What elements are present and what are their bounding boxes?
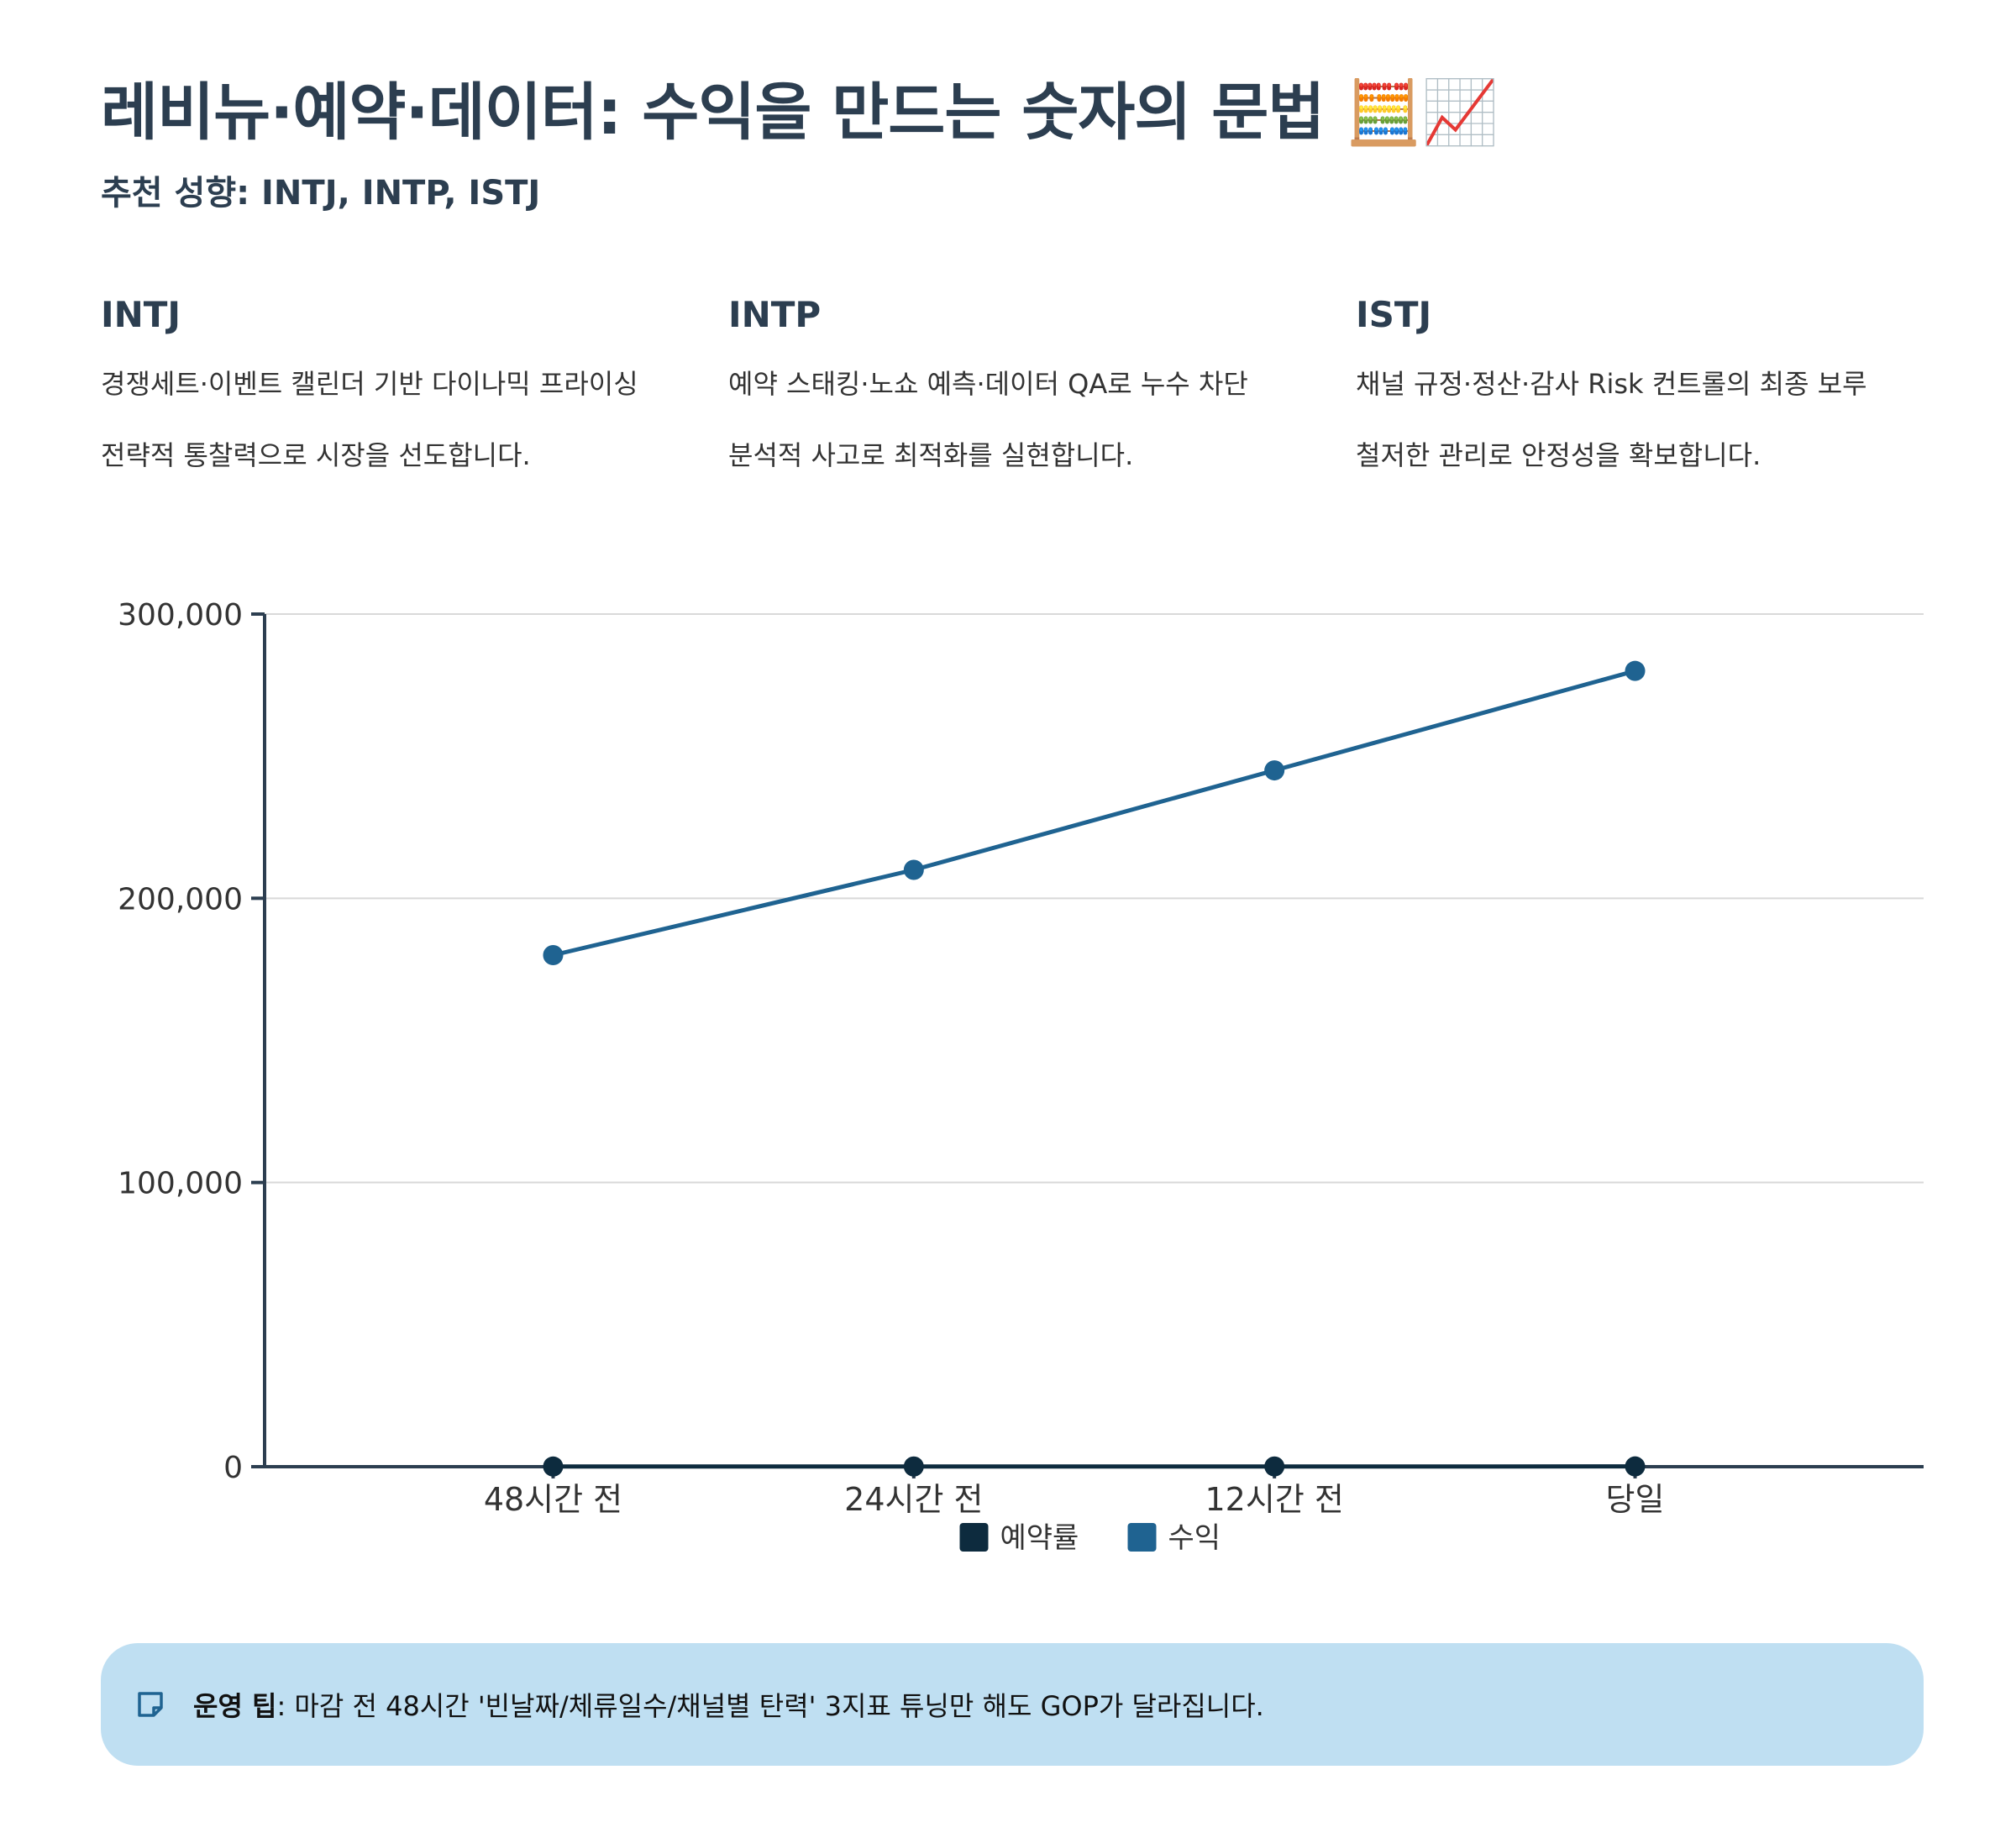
tip-label: 운영 팁 bbox=[193, 1690, 277, 1722]
type-name: INTP bbox=[728, 294, 822, 335]
series-line-1 bbox=[552, 669, 1636, 958]
data-point bbox=[543, 945, 564, 965]
type-name: INTJ bbox=[101, 294, 181, 335]
x-tick-label: 당일 bbox=[1606, 1481, 1665, 1518]
x-tick-label: 12시간 전 bbox=[1205, 1481, 1344, 1518]
x-tick-label: 48시간 전 bbox=[484, 1481, 622, 1518]
type-name: ISTJ bbox=[1356, 294, 1432, 335]
type-description: 경쟁세트·이벤트 캘린더 기반 다이나믹 프라이싱 bbox=[101, 368, 638, 401]
type-note: 전략적 통찰력으로 시장을 선도합니다. bbox=[101, 438, 531, 471]
data-point bbox=[903, 859, 924, 880]
legend-swatch bbox=[959, 1523, 989, 1552]
y-tick-label: 100,000 bbox=[118, 1167, 243, 1201]
y-tick-label: 200,000 bbox=[118, 882, 243, 916]
legend-swatch bbox=[1127, 1523, 1157, 1552]
data-point bbox=[1264, 1456, 1285, 1477]
legend-label: 수익 bbox=[1168, 1521, 1221, 1555]
tip-body: : 마감 전 48시간 '빈날짜/체류일수/채널별 탄력' 3지표 튜닝만 해도… bbox=[276, 1690, 1264, 1722]
legend-label: 예약률 bbox=[1000, 1521, 1079, 1555]
data-point bbox=[1264, 760, 1285, 781]
data-point bbox=[1625, 660, 1646, 681]
data-point bbox=[543, 1456, 564, 1477]
x-tick-label: 24시간 전 bbox=[844, 1481, 983, 1518]
page-subtitle: 추천 성향: INTJ, INTP, ISTJ bbox=[101, 174, 541, 213]
line-chart: 0 100,000 200,000 300,000 48시간 전 24시간 전 12시간 전… bbox=[118, 598, 1924, 1555]
y-tick-label: 0 bbox=[223, 1451, 243, 1485]
data-point bbox=[903, 1456, 924, 1477]
tip-text: 운영 팁: 마감 전 48시간 '빈날짜/체류일수/채널별 탄력' 3지표 튜닝… bbox=[193, 1685, 1264, 1724]
type-description: 채널 규정·정산·감사 Risk 컨트롤의 최종 보루 bbox=[1356, 368, 1867, 401]
tip-box: 운영 팁: 마감 전 48시간 '빈날짜/체류일수/채널별 탄력' 3지표 튜닝… bbox=[101, 1643, 1924, 1766]
type-card-istj: ISTJ 채널 규정·정산·감사 Risk 컨트롤의 최종 보루 철저한 관리로… bbox=[1356, 294, 1919, 503]
data-point bbox=[1625, 1456, 1646, 1477]
type-description: 예약 스태킹·노쇼 예측·데이터 QA로 누수 차단 bbox=[728, 368, 1248, 401]
type-card-intj: INTJ 경쟁세트·이벤트 캘린더 기반 다이나믹 프라이싱 전략적 통찰력으로… bbox=[101, 294, 664, 503]
type-note: 분석적 사고로 최적화를 실현합니다. bbox=[728, 438, 1134, 471]
page-title: 레비뉴·예약·데이터: 수익을 만드는 숫자의 문법 🧮📈 bbox=[101, 76, 1499, 149]
y-tick-label: 300,000 bbox=[118, 598, 243, 633]
type-note: 철저한 관리로 안정성을 확보합니다. bbox=[1356, 438, 1761, 471]
sticky-note-icon bbox=[138, 1692, 163, 1717]
type-card-intp: INTP 예약 스태킹·노쇼 예측·데이터 QA로 누수 차단 분석적 사고로 … bbox=[728, 294, 1291, 503]
